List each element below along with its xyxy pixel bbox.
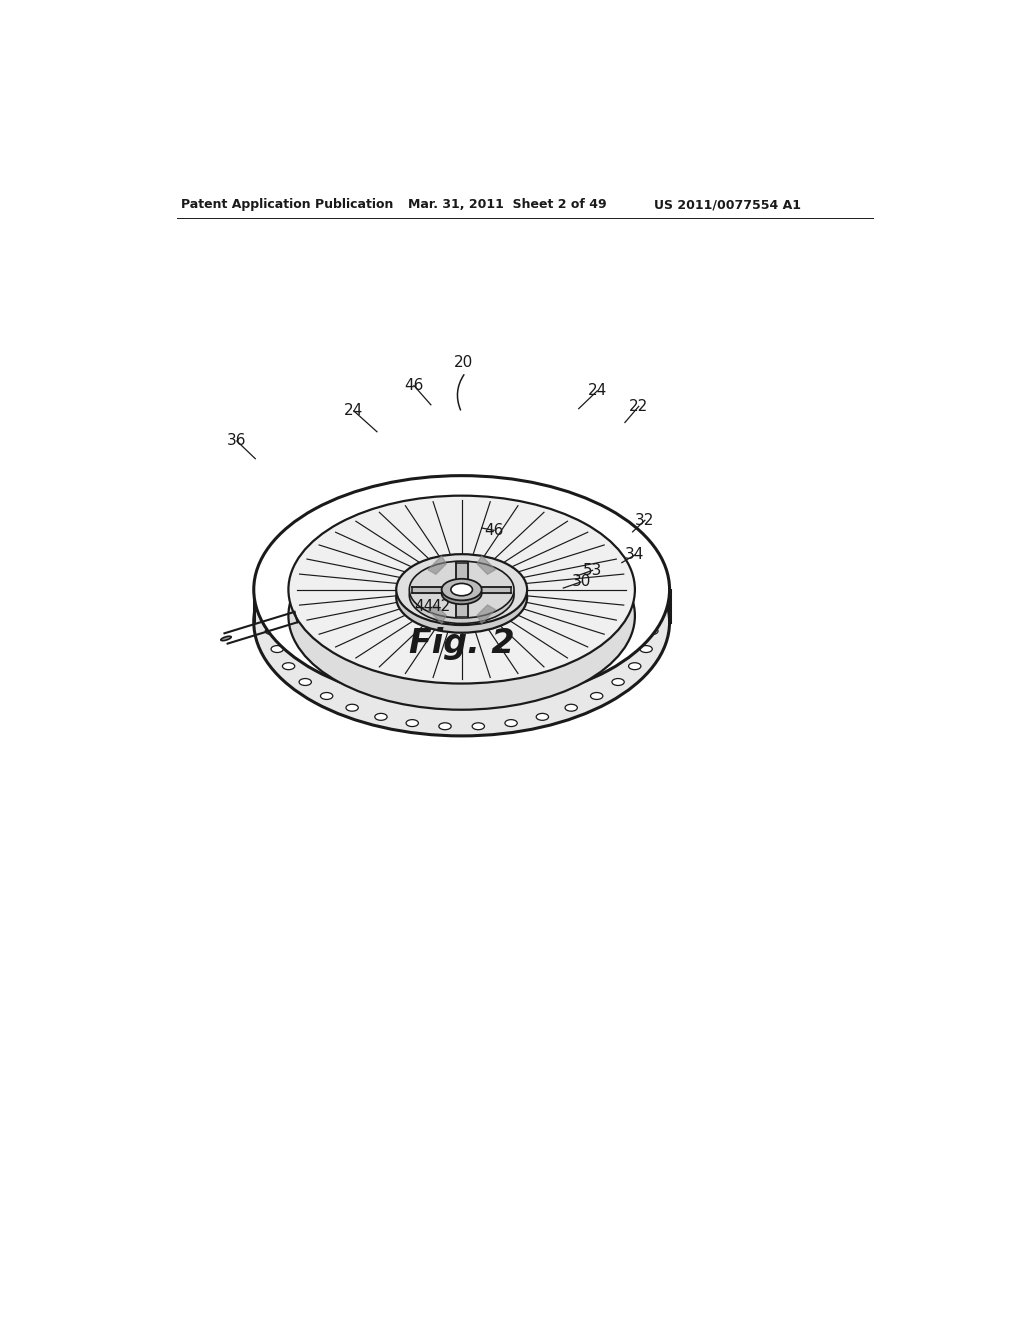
- Ellipse shape: [407, 719, 419, 726]
- Text: 20: 20: [454, 355, 473, 370]
- Text: 24: 24: [344, 404, 364, 418]
- Ellipse shape: [375, 524, 387, 531]
- Ellipse shape: [565, 533, 578, 540]
- Text: 46: 46: [404, 378, 424, 393]
- Polygon shape: [477, 605, 496, 623]
- Ellipse shape: [410, 561, 514, 618]
- Ellipse shape: [396, 554, 527, 626]
- Text: 46: 46: [484, 523, 504, 537]
- Polygon shape: [412, 586, 441, 593]
- Ellipse shape: [396, 562, 527, 632]
- Ellipse shape: [439, 723, 452, 730]
- Polygon shape: [456, 562, 468, 579]
- Ellipse shape: [346, 705, 358, 711]
- Ellipse shape: [299, 558, 311, 565]
- Ellipse shape: [321, 693, 333, 700]
- Ellipse shape: [221, 636, 231, 640]
- Text: 22: 22: [629, 399, 648, 414]
- Ellipse shape: [283, 663, 295, 669]
- Ellipse shape: [612, 558, 625, 565]
- Ellipse shape: [565, 705, 578, 711]
- Ellipse shape: [299, 678, 311, 685]
- Ellipse shape: [537, 713, 549, 721]
- Polygon shape: [428, 556, 446, 574]
- Ellipse shape: [441, 582, 481, 605]
- Ellipse shape: [472, 515, 484, 521]
- Text: 34: 34: [626, 548, 644, 562]
- Ellipse shape: [537, 524, 549, 531]
- Text: 42: 42: [431, 599, 451, 614]
- Text: 53: 53: [583, 562, 602, 578]
- Ellipse shape: [407, 517, 419, 524]
- Ellipse shape: [591, 693, 603, 700]
- Ellipse shape: [505, 517, 517, 524]
- Polygon shape: [481, 586, 511, 593]
- Ellipse shape: [439, 515, 452, 521]
- Ellipse shape: [271, 591, 284, 598]
- Text: 32: 32: [635, 512, 654, 528]
- Text: 30: 30: [571, 574, 591, 590]
- Ellipse shape: [505, 719, 517, 726]
- Ellipse shape: [640, 645, 652, 652]
- Ellipse shape: [451, 583, 472, 595]
- Text: 36: 36: [227, 433, 247, 449]
- Ellipse shape: [375, 713, 387, 721]
- Ellipse shape: [591, 544, 603, 552]
- Ellipse shape: [321, 544, 333, 552]
- Ellipse shape: [289, 496, 635, 684]
- Ellipse shape: [254, 475, 670, 704]
- Ellipse shape: [265, 610, 278, 616]
- Ellipse shape: [472, 723, 484, 730]
- Text: US 2011/0077554 A1: US 2011/0077554 A1: [654, 198, 801, 211]
- Ellipse shape: [283, 574, 295, 581]
- Polygon shape: [456, 601, 468, 616]
- Ellipse shape: [640, 591, 652, 598]
- Ellipse shape: [265, 627, 278, 635]
- Polygon shape: [428, 605, 446, 623]
- Text: Fig. 2: Fig. 2: [409, 627, 514, 660]
- Ellipse shape: [289, 521, 635, 710]
- Ellipse shape: [629, 574, 641, 581]
- Ellipse shape: [646, 627, 658, 635]
- Text: Patent Application Publication: Patent Application Publication: [180, 198, 393, 211]
- Ellipse shape: [254, 508, 670, 737]
- Text: Mar. 31, 2011  Sheet 2 of 49: Mar. 31, 2011 Sheet 2 of 49: [408, 198, 606, 211]
- Ellipse shape: [629, 663, 641, 669]
- Ellipse shape: [346, 533, 358, 540]
- Text: 24: 24: [588, 383, 607, 399]
- Ellipse shape: [410, 566, 514, 623]
- Ellipse shape: [646, 610, 658, 616]
- Ellipse shape: [612, 678, 625, 685]
- Ellipse shape: [300, 498, 624, 682]
- Text: 44: 44: [415, 599, 433, 614]
- Ellipse shape: [441, 579, 481, 601]
- Polygon shape: [477, 556, 496, 574]
- Ellipse shape: [271, 645, 284, 652]
